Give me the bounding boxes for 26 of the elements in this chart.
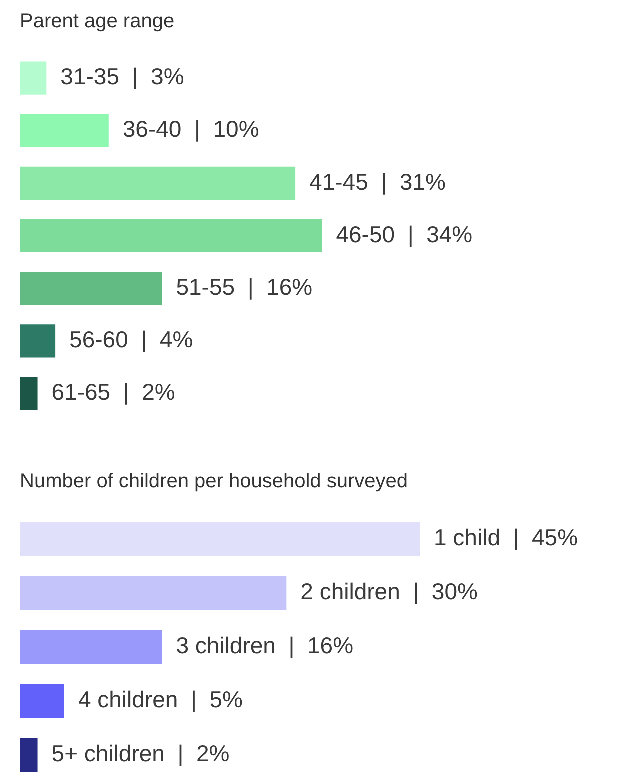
data-label: 41-45 | 31% xyxy=(310,168,446,195)
bar xyxy=(20,324,56,358)
bar xyxy=(20,114,109,148)
data-label: 36-40 | 10% xyxy=(122,116,260,142)
bar xyxy=(20,738,38,772)
data-label: 46-50 | 34% xyxy=(336,221,473,248)
chart-title: Parent age range xyxy=(20,10,175,33)
bar xyxy=(20,377,38,410)
bar xyxy=(20,630,162,664)
bar xyxy=(20,166,296,200)
data-label: 1 child | 45% xyxy=(434,524,578,550)
data-label: 31-35 | 3% xyxy=(60,64,184,90)
bar xyxy=(20,62,47,95)
data-label: 56-60 | 4% xyxy=(70,326,194,352)
bar xyxy=(20,576,287,610)
data-label: 3 children | 16% xyxy=(176,632,354,658)
data-label: 5+ children | 2% xyxy=(52,740,230,766)
chart-title: Number of children per household surveyed xyxy=(20,470,408,493)
bar xyxy=(20,522,420,556)
data-label: 4 children | 5% xyxy=(78,686,243,712)
data-label: 61-65 | 2% xyxy=(52,379,176,406)
bar xyxy=(20,684,64,718)
bar xyxy=(20,272,162,306)
data-label: 51-55 | 16% xyxy=(176,274,313,300)
data-label: 2 children | 30% xyxy=(300,578,478,604)
bar xyxy=(20,219,322,253)
